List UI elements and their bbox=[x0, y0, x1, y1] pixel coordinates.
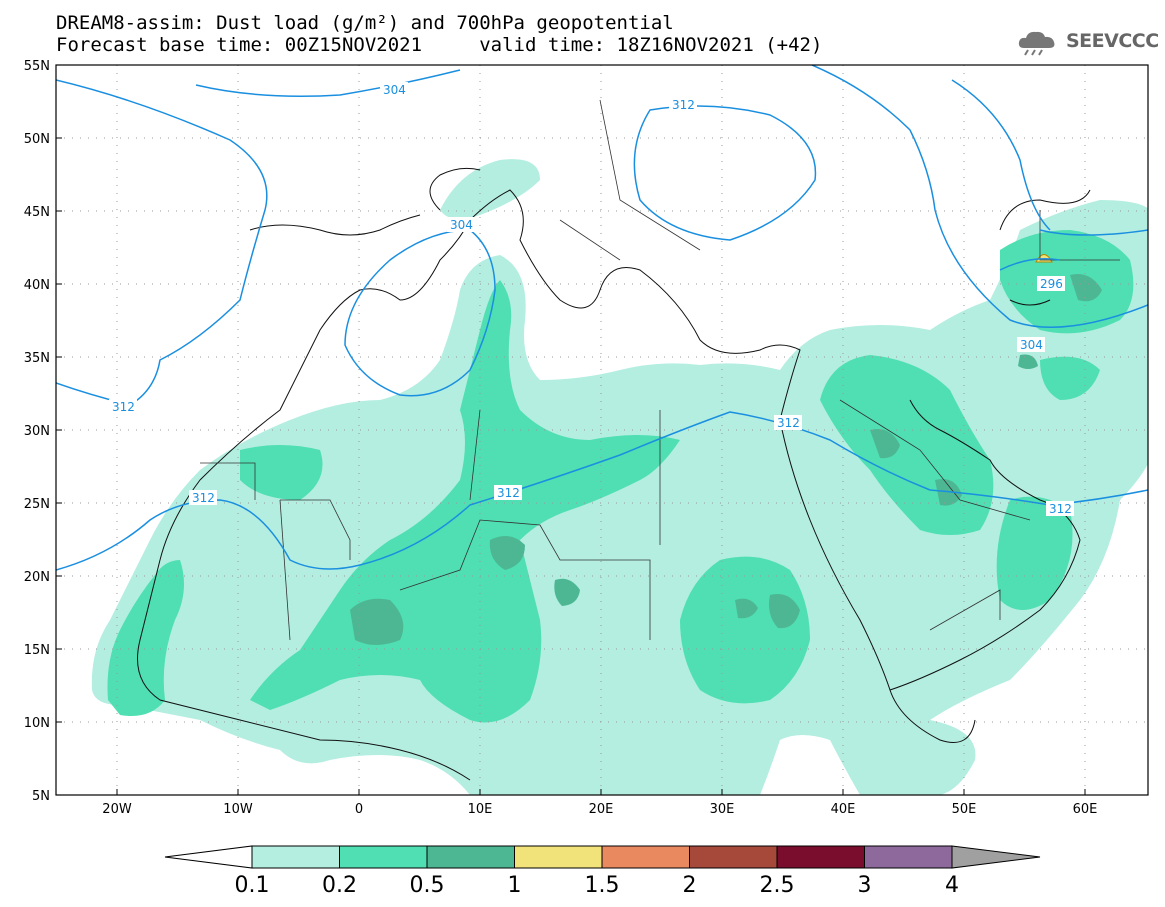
cloud-rain-icon bbox=[1018, 31, 1055, 56]
x-tick-label: 20E bbox=[589, 802, 614, 817]
contour-labels: 304 312 304 312 312 312 312 304 296 312 bbox=[109, 82, 1074, 516]
x-tick-label: 50E bbox=[952, 802, 977, 817]
y-tick-label: 40N bbox=[24, 278, 50, 293]
map-gridlines bbox=[56, 65, 1148, 795]
y-tick-label: 20N bbox=[24, 570, 50, 585]
colorbar-bin bbox=[776, 845, 865, 869]
x-tick-label: 10W bbox=[223, 802, 253, 817]
colorbar-bin bbox=[426, 845, 515, 869]
colorbar-high-arrow bbox=[951, 845, 1041, 869]
x-tick-label: 60E bbox=[1073, 802, 1098, 817]
y-tick-label: 15N bbox=[24, 643, 50, 658]
colorbar-bins bbox=[251, 845, 953, 869]
contour-label: 312 bbox=[777, 416, 800, 430]
contour-label: 312 bbox=[192, 491, 215, 505]
x-tick-label: 40E bbox=[831, 802, 856, 817]
map-title: DREAM8-assim: Dust load (g/m²) and 700hP… bbox=[56, 12, 674, 34]
colorbar-bin bbox=[864, 845, 953, 869]
y-tick-label: 5N bbox=[32, 789, 50, 804]
colorbar-low-arrow bbox=[164, 845, 253, 869]
y-tick-label: 55N bbox=[24, 59, 50, 74]
country-borders bbox=[200, 99, 1120, 641]
colorbar-bin bbox=[339, 845, 428, 869]
colorbar-bin bbox=[514, 845, 603, 869]
x-tick-label: 10E bbox=[468, 802, 493, 817]
map-subtitle-times: Forecast base time: 00Z15NOV2021 valid t… bbox=[56, 34, 823, 56]
contour-label: 304 bbox=[450, 218, 473, 232]
colorbar-label: 1.5 bbox=[585, 873, 620, 898]
x-tick-label: 20W bbox=[102, 802, 132, 817]
colorbar-bin bbox=[689, 845, 778, 869]
y-tick-label: 10N bbox=[24, 716, 50, 731]
contour-label: 312 bbox=[672, 98, 695, 112]
y-tick-label: 25N bbox=[24, 497, 50, 512]
contour-label: 312 bbox=[112, 400, 135, 414]
colorbar-label: 0.5 bbox=[410, 873, 445, 898]
colorbar-bin bbox=[601, 845, 690, 869]
y-tick-label: 45N bbox=[24, 205, 50, 220]
coastlines bbox=[137, 167, 1091, 781]
colorbar-bin bbox=[251, 845, 340, 869]
colorbar-labels: 0.1 0.2 0.5 1 1.5 2 2.5 3 4 bbox=[235, 873, 960, 898]
y-tick-label: 35N bbox=[24, 351, 50, 366]
seevccc-logo: SEEVCCC bbox=[1016, 26, 1159, 56]
contour-label: 312 bbox=[1049, 502, 1072, 516]
contour-label: 312 bbox=[497, 486, 520, 500]
y-tick-label: 50N bbox=[24, 132, 50, 147]
dust-0.5-1-areas bbox=[350, 274, 1102, 645]
x-axis-labels: 20W 10W 0 10E 20E 30E 40E 50E 60E bbox=[102, 802, 1097, 817]
colorbar: 0.1 0.2 0.5 1 1.5 2 2.5 3 4 bbox=[164, 845, 1041, 898]
colorbar-label: 0.2 bbox=[322, 873, 357, 898]
colorbar-label: 0.1 bbox=[235, 873, 270, 898]
axis-tick-marks bbox=[56, 137, 1086, 795]
colorbar-label: 2.5 bbox=[760, 873, 795, 898]
colorbar-label: 1 bbox=[508, 873, 522, 898]
x-tick-label: 0 bbox=[355, 802, 363, 817]
colorbar-label: 2 bbox=[683, 873, 697, 898]
x-tick-label: 30E bbox=[710, 802, 735, 817]
y-axis-labels: 55N 50N 45N 40N 35N 30N 25N 20N 15N 10N … bbox=[24, 59, 50, 804]
colorbar-label: 3 bbox=[858, 873, 872, 898]
colorbar-label: 4 bbox=[945, 873, 959, 898]
contour-label: 296 bbox=[1040, 277, 1063, 291]
contour-label: 304 bbox=[383, 83, 406, 97]
logo-text: SEEVCCC bbox=[1066, 30, 1159, 52]
y-tick-label: 30N bbox=[24, 424, 50, 439]
contour-label: 304 bbox=[1020, 338, 1043, 352]
